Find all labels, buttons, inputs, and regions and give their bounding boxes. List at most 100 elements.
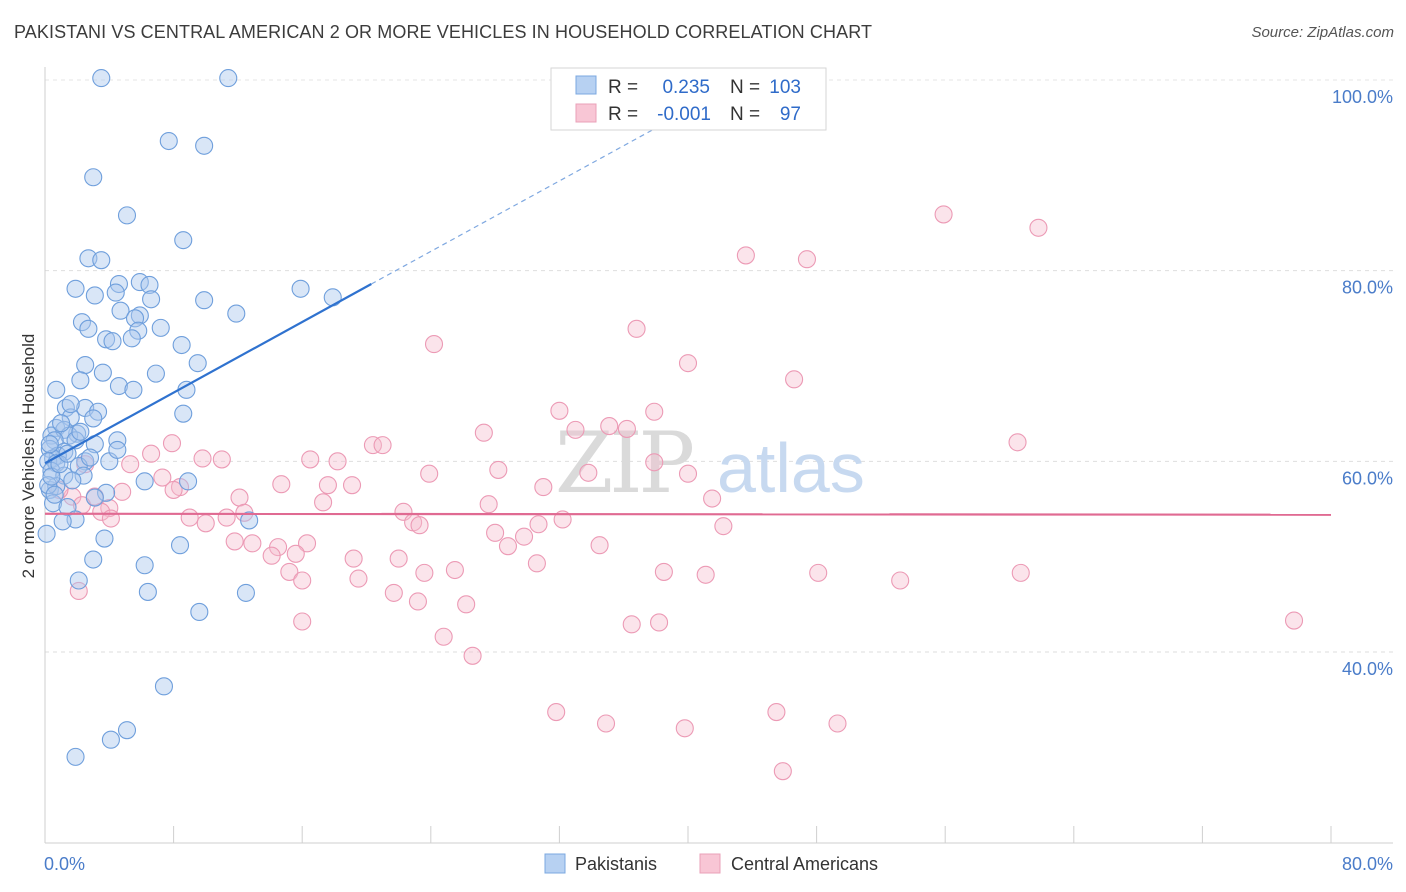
- central-american-point: [153, 468, 172, 487]
- legend-swatch-pink: [575, 103, 597, 123]
- pakistani-point: [101, 730, 120, 749]
- central-american-point: [590, 536, 609, 555]
- central-american-point: [785, 370, 804, 389]
- pakistani-point: [92, 251, 111, 270]
- pakistani-point: [129, 321, 148, 340]
- pakistani-point: [117, 721, 137, 740]
- pakistani-point: [108, 431, 127, 450]
- central-american-point: [514, 527, 534, 546]
- legend-box-frame: [550, 67, 827, 131]
- legend-r-value-blue: 0.235: [662, 77, 710, 98]
- pakistani-point: [111, 301, 130, 320]
- central-american-point: [645, 453, 664, 472]
- pakistani-point: [79, 319, 98, 338]
- bottom-legend-label-pakistanis: Pakistanis: [575, 854, 657, 874]
- central-american-point: [703, 489, 722, 508]
- pakistani-point: [172, 335, 191, 355]
- central-american-point: [420, 464, 439, 483]
- central-american-point: [301, 450, 320, 469]
- pakistani-point: [80, 448, 100, 467]
- central-american-point: [193, 449, 212, 468]
- central-american-point: [600, 417, 619, 436]
- central-american-point: [424, 335, 444, 354]
- pakistani-point: [122, 329, 141, 348]
- central-american-point: [196, 514, 215, 533]
- pakistani-point: [37, 524, 56, 543]
- central-american-point: [328, 452, 347, 471]
- pakistani-point: [66, 747, 85, 766]
- central-american-point: [297, 534, 317, 553]
- legend-n-value-pink: 97: [780, 104, 801, 125]
- watermark-zip: ZIP: [555, 414, 693, 512]
- pakistani-point: [95, 529, 114, 548]
- central-american-point: [797, 250, 817, 269]
- legend-n-label-blue: N =: [730, 77, 760, 98]
- central-american-point: [934, 205, 953, 224]
- central-american-point: [547, 703, 566, 722]
- pakistani-point: [130, 306, 149, 325]
- watermark-atlas: atlas: [717, 429, 865, 507]
- pakistani-point: [103, 332, 122, 351]
- central-american-point: [566, 420, 585, 439]
- pakistani-point: [236, 583, 255, 602]
- central-american-point: [474, 423, 493, 442]
- pakistani-point: [74, 466, 93, 485]
- central-american-point: [293, 571, 312, 590]
- pakistani-point: [72, 313, 92, 332]
- x-tick-labels: 0.0% 80.0%: [44, 854, 1393, 874]
- central-american-point: [286, 544, 305, 563]
- pakistani-point: [159, 131, 178, 151]
- central-american-point: [318, 476, 337, 495]
- central-american-point: [243, 534, 262, 553]
- central-american-point: [579, 463, 598, 482]
- central-american-trend-line: [44, 512, 1332, 516]
- y-tick-label-1: 80.0%: [1342, 278, 1393, 298]
- central-american-point: [415, 563, 434, 582]
- central-american-point: [622, 615, 641, 634]
- central-american-point: [262, 546, 281, 565]
- central-american-point: [891, 571, 910, 590]
- legend-box: R = 0.235 N = 103 R = -0.001 N = 97: [550, 67, 827, 131]
- central-american-point: [675, 719, 694, 738]
- central-american-point: [828, 714, 847, 733]
- y-tick-label-2: 60.0%: [1342, 468, 1393, 488]
- central-american-point: [162, 434, 182, 453]
- pakistani-point: [179, 472, 198, 491]
- central-american-point: [389, 549, 408, 568]
- pakistani-point: [84, 550, 103, 569]
- pakistani-point: [154, 677, 174, 696]
- central-american-point: [142, 444, 161, 463]
- pakistani-point: [219, 69, 238, 88]
- central-american-point: [410, 516, 429, 535]
- pakistani-point: [135, 556, 154, 575]
- central-american-point: [773, 762, 792, 781]
- pakistani-point: [323, 288, 342, 307]
- central-american-point: [463, 646, 482, 665]
- central-american-point: [650, 613, 669, 632]
- pakistani-point: [291, 279, 310, 298]
- central-american-point: [69, 581, 88, 601]
- central-american-point: [384, 583, 403, 602]
- x-tick-label-1: 80.0%: [1342, 854, 1393, 874]
- bottom-legend-swatch-pakistanis: [544, 853, 566, 874]
- central-american-point: [344, 549, 363, 568]
- central-american-point: [596, 714, 616, 733]
- central-american-point: [457, 595, 476, 614]
- chart-title: PAKISTANI VS CENTRAL AMERICAN 2 OR MORE …: [14, 22, 873, 42]
- bottom-legend: Pakistanis Central Americans: [544, 853, 878, 874]
- pakistani-point: [151, 318, 170, 337]
- central-american-point: [529, 515, 548, 534]
- central-american-point: [767, 703, 786, 722]
- pakistani-point: [146, 364, 165, 383]
- watermark: ZIP atlas: [555, 414, 865, 512]
- bottom-legend-swatch-central-americans: [699, 853, 721, 874]
- central-american-point: [714, 517, 733, 536]
- pakistani-point: [61, 395, 80, 414]
- pakistani-point: [140, 275, 159, 295]
- legend-r-label-blue: R =: [608, 77, 638, 98]
- central-american-point: [498, 537, 518, 556]
- legend-n-label-pink: N =: [730, 104, 760, 125]
- pakistani-point: [97, 330, 116, 349]
- central-american-point: [113, 482, 132, 501]
- pakistani-trend-line: [44, 283, 372, 465]
